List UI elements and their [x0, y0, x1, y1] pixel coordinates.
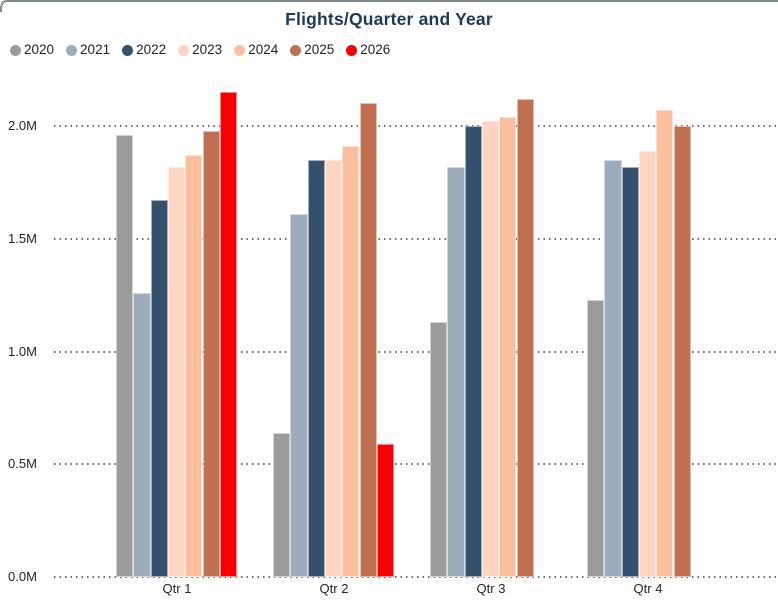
bar-qtr3-2020[interactable]: [430, 322, 448, 577]
bar-qtr3-2021[interactable]: [447, 166, 465, 577]
bar-qtr1-2024[interactable]: [185, 155, 203, 577]
gridline-0.0M: [54, 576, 778, 578]
y-axis-tick-label: 0.5M: [8, 456, 37, 472]
legend-dot-2024: [234, 44, 246, 56]
gridline-1.5M: [54, 237, 778, 240]
x-axis-label-qtr2: Qtr 2: [319, 581, 349, 596]
bar-qtr2-2022[interactable]: [307, 159, 325, 577]
bar-qtr4-2023[interactable]: [638, 150, 657, 577]
bar-qtr4-2025[interactable]: [673, 126, 691, 577]
bar-qtr2-2021[interactable]: [290, 213, 308, 577]
gridline-1.0M: [54, 350, 778, 353]
gridline-2.0M: [54, 125, 778, 127]
legend-dot-2022: [122, 44, 134, 56]
bar-qtr3-2023[interactable]: [481, 121, 500, 577]
bar-qtr4-2020[interactable]: [587, 299, 605, 577]
legend-item-2023[interactable]: 2023: [178, 42, 222, 58]
bar-qtr1-2026[interactable]: [219, 92, 238, 577]
legend-label: 2020: [24, 42, 55, 57]
legend-item-2026[interactable]: 2026: [346, 42, 390, 58]
gridline-0.5M: [54, 463, 778, 466]
chart-title: Flights/Quarter and Year: [285, 9, 493, 29]
legend: 2020 2021 2022 2023 2024 2025 2026: [10, 42, 402, 58]
bar-qtr2-2023[interactable]: [324, 159, 343, 577]
y-axis-tick-label: 1.5M: [8, 230, 37, 246]
legend-label: 2024: [248, 42, 279, 57]
x-axis-label-qtr3: Qtr 3: [476, 581, 506, 596]
legend-label: 2023: [192, 42, 223, 57]
legend-label: 2025: [304, 42, 335, 57]
bar-qtr2-2026[interactable]: [376, 443, 395, 577]
bar-qtr4-2021[interactable]: [604, 159, 622, 577]
legend-dot-2021: [66, 44, 78, 56]
bar-qtr4-2022[interactable]: [621, 166, 639, 577]
bar-qtr1-2021[interactable]: [133, 292, 151, 577]
legend-label: 2021: [80, 42, 111, 57]
legend-dot-2026: [346, 44, 358, 56]
legend-dot-2025: [290, 44, 302, 56]
legend-label: 2022: [136, 42, 167, 57]
y-axis-tick-label: 1.0M: [8, 343, 37, 359]
y-axis-tick-label: 0.0M: [8, 569, 37, 584]
y-axis-tick-label: 2.0M: [8, 118, 37, 133]
card-corner-border: [0, 2, 10, 12]
legend-dot-2020: [10, 44, 21, 56]
x-axis-label-qtr4: Qtr 4: [633, 581, 663, 596]
bar-qtr4-2024[interactable]: [656, 110, 674, 577]
legend-label: 2026: [360, 42, 391, 57]
legend-item-2021[interactable]: 2021: [66, 42, 110, 58]
legend-item-2024[interactable]: 2024: [234, 42, 278, 58]
bar-qtr2-2025[interactable]: [359, 103, 377, 577]
x-axis-label-qtr1: Qtr 1: [162, 581, 192, 596]
bar-qtr1-2022[interactable]: [150, 200, 168, 577]
bar-qtr1-2025[interactable]: [202, 130, 220, 577]
bar-qtr1-2020[interactable]: [116, 135, 134, 577]
legend-item-2025[interactable]: 2025: [290, 42, 334, 58]
legend-dot-2023: [178, 44, 190, 56]
bar-qtr3-2025[interactable]: [516, 98, 534, 577]
bar-qtr2-2020[interactable]: [273, 432, 291, 577]
legend-item-2020[interactable]: 2020: [10, 42, 54, 58]
bar-qtr3-2024[interactable]: [499, 116, 517, 577]
bar-qtr3-2022[interactable]: [464, 126, 482, 577]
legend-item-2022[interactable]: 2022: [122, 42, 166, 58]
bar-qtr2-2024[interactable]: [342, 146, 360, 577]
bar-qtr1-2023[interactable]: [167, 166, 186, 577]
